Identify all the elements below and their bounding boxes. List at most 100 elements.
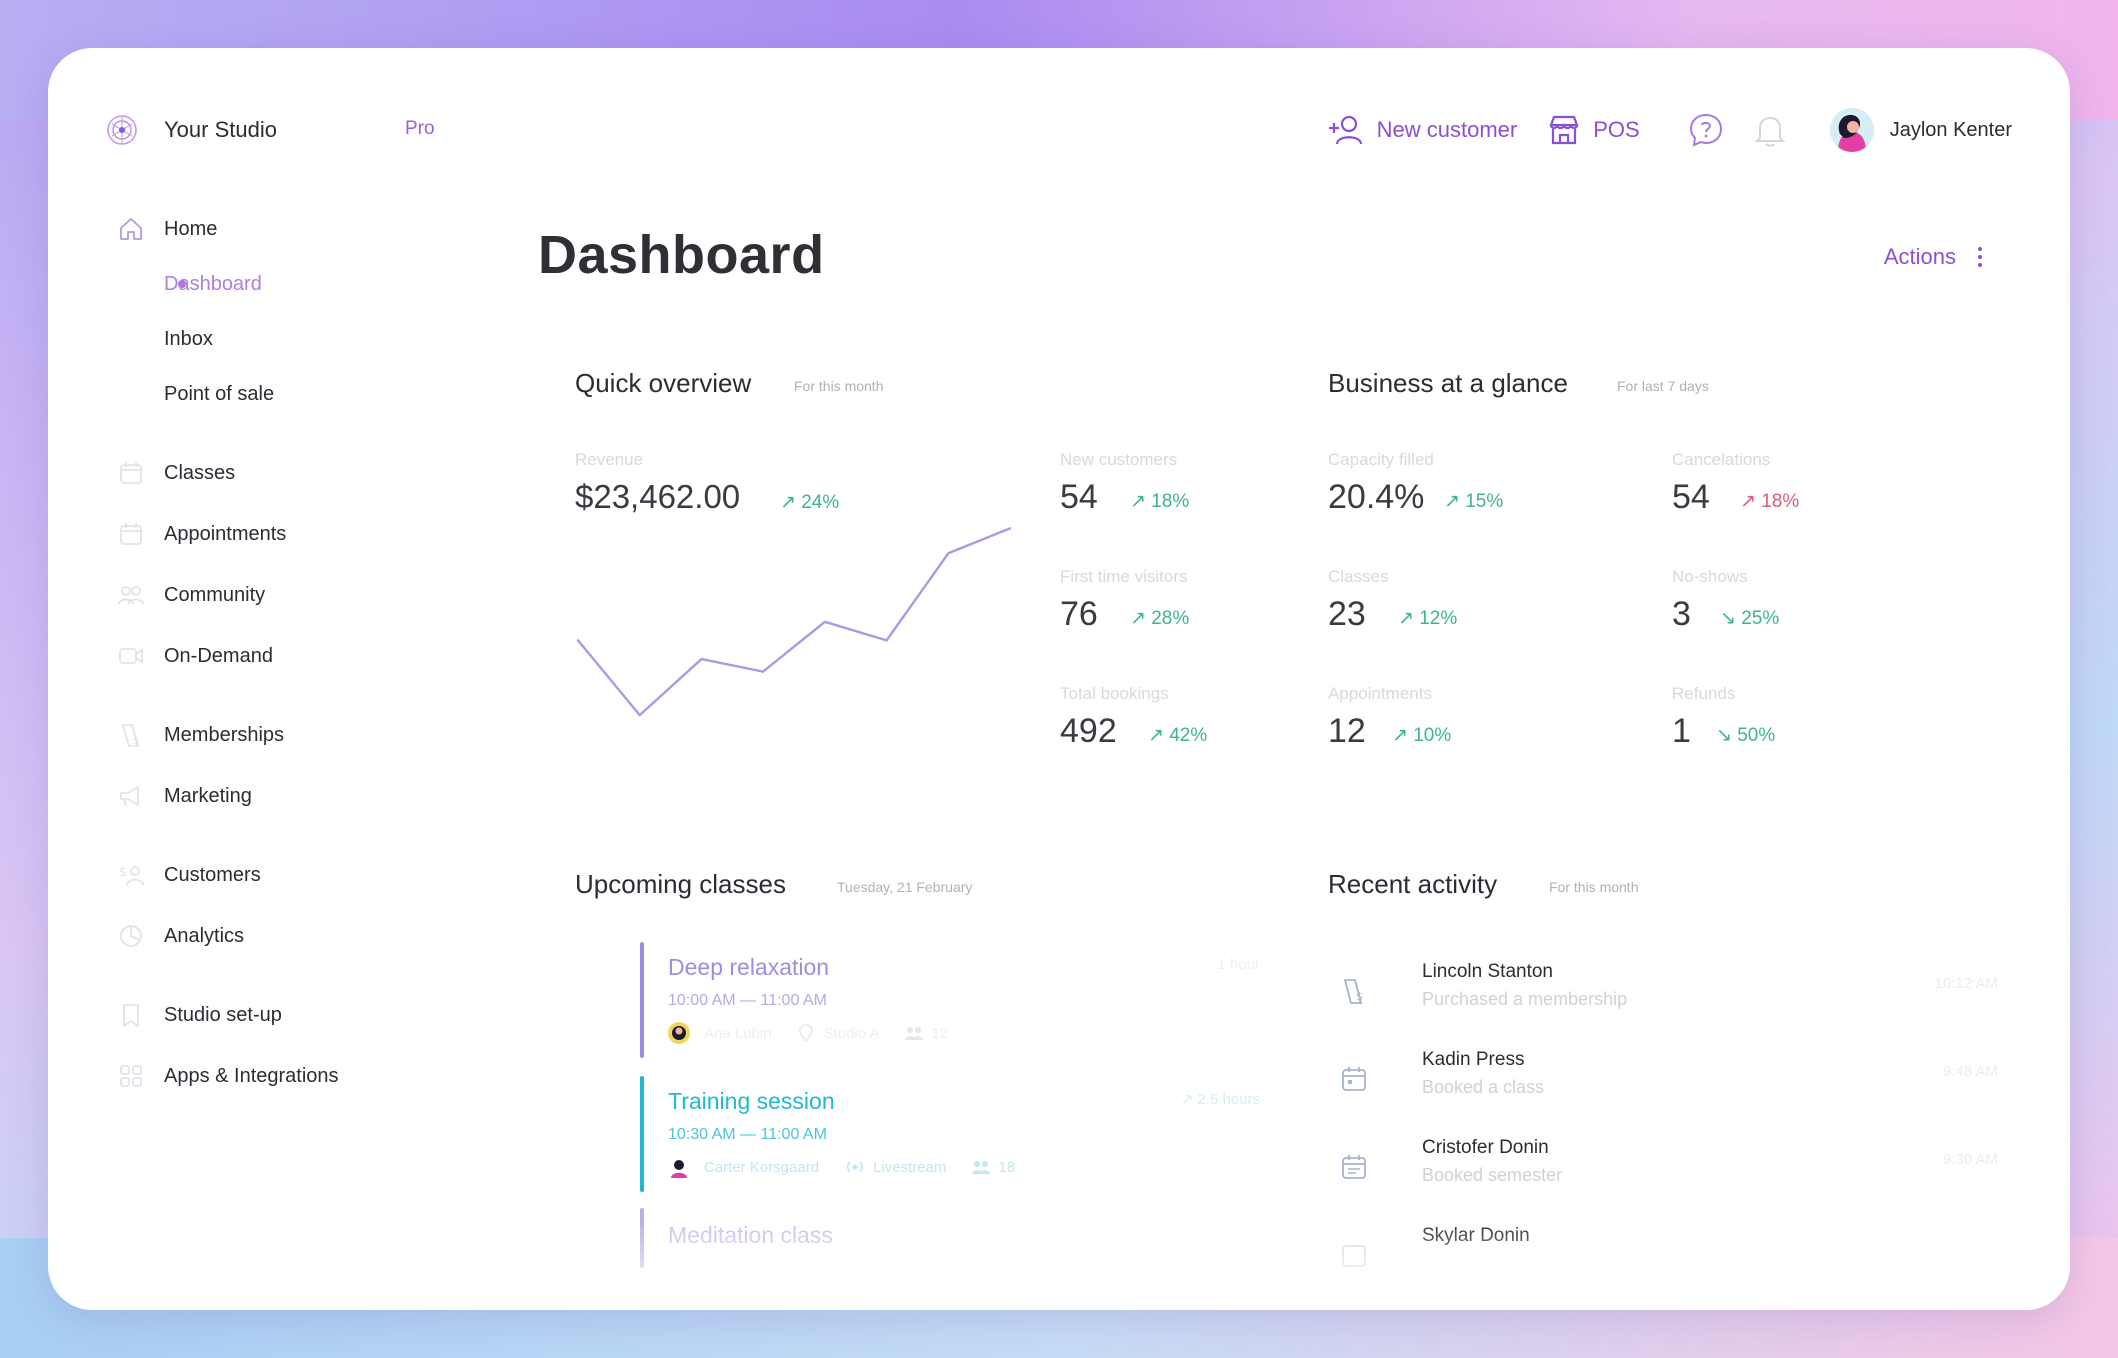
sidebar-item-label: On-Demand xyxy=(164,644,273,667)
activity-customer-name: Lincoln Stanton xyxy=(1422,961,1553,982)
notifications-button[interactable] xyxy=(1754,113,1786,147)
sidebar-item-classes[interactable]: Classes xyxy=(118,458,235,488)
class-meta: Ana Lubin Studio A 12 xyxy=(668,1022,948,1044)
class-color-bar xyxy=(640,942,644,1058)
brand[interactable]: Your Studio xyxy=(106,114,277,146)
sidebar-item-label: Analytics xyxy=(164,924,245,947)
sidebar-item-label: Inbox xyxy=(164,327,213,350)
home-icon xyxy=(118,216,144,242)
sidebar-item-dashboard[interactable]: Dashboard xyxy=(164,269,262,299)
sidebar-item-label: Dashboard xyxy=(164,272,262,295)
appointments-label: Appointments xyxy=(1328,684,1432,703)
help-button[interactable] xyxy=(1688,112,1724,148)
calendar-icon xyxy=(118,521,144,547)
quick-overview-subtitle: For this month xyxy=(794,378,884,394)
class-color-bar xyxy=(640,1076,644,1192)
sidebar-item-appointments[interactable]: Appointments xyxy=(118,519,286,549)
class-time: 10:30 AM — 11:00 AM xyxy=(668,1126,827,1143)
first-time-visitors-change: ↗ 28% xyxy=(1130,608,1190,629)
store-icon xyxy=(1550,115,1579,145)
total-bookings-value: 492 xyxy=(1060,712,1117,750)
pos-label: POS xyxy=(1593,117,1640,142)
first-time-visitors-value: 76 xyxy=(1060,595,1098,633)
new-customer-button[interactable]: New customer xyxy=(1327,114,1518,146)
sidebar-item-home[interactable]: Home xyxy=(118,214,217,244)
no-shows-label: No-shows xyxy=(1672,567,1748,586)
cancelations-change: ↗ 18% xyxy=(1740,491,1800,512)
classes-change: ↗ 12% xyxy=(1398,608,1458,629)
new-customers-value: 54 xyxy=(1060,478,1098,516)
instructor-name: Ana Lubin xyxy=(704,1024,772,1042)
avatar xyxy=(1829,108,1874,152)
sidebar-item-inbox[interactable]: Inbox xyxy=(164,324,213,354)
page-title: Dashboard xyxy=(538,225,825,285)
total-bookings-change: ↗ 42% xyxy=(1148,725,1208,746)
calendar-icon xyxy=(1338,1063,1370,1095)
no-shows-change: ↘ 25% xyxy=(1720,608,1780,629)
activity-item[interactable]: Kadin Press Booked a class 9:48 AM xyxy=(1338,1049,1998,1109)
sidebar-item-on-demand[interactable]: On-Demand xyxy=(118,641,273,671)
svg-text:$: $ xyxy=(119,865,127,879)
pos-button[interactable]: POS xyxy=(1547,113,1640,147)
calendar-icon xyxy=(1338,1151,1370,1183)
appointments-change: ↗ 10% xyxy=(1392,725,1452,746)
plan-badge: Pro xyxy=(405,118,435,139)
sidebar-item-point-of-sale[interactable]: Point of sale xyxy=(164,379,274,409)
business-glance-title: Business at a glance xyxy=(1328,368,1568,398)
svg-text:$: $ xyxy=(133,736,139,747)
bell-icon xyxy=(1754,116,1786,147)
actions-label: Actions xyxy=(1883,244,1956,269)
class-card-meditation-class[interactable]: Meditation class xyxy=(640,1208,1260,1268)
capacity-filled-label: Capacity filled xyxy=(1328,450,1434,469)
livestream-icon xyxy=(847,1161,864,1173)
activity-item[interactable]: Cristofer Donin Booked semester 9:30 AM xyxy=(1338,1137,1998,1197)
quick-overview-title: Quick overview xyxy=(575,368,752,398)
calendar-icon xyxy=(1338,1239,1370,1271)
total-bookings-label: Total bookings xyxy=(1060,684,1169,703)
cancelations-label: Cancelations xyxy=(1672,450,1771,469)
capacity: 18 xyxy=(972,1159,1015,1176)
sidebar-item-marketing[interactable]: Marketing xyxy=(118,781,252,811)
class-duration: ↗ 2.5 hours xyxy=(1180,1091,1260,1108)
active-indicator-dot xyxy=(178,280,186,288)
actions-menu[interactable]: Actions xyxy=(1884,244,1982,270)
activity-description: Booked a class xyxy=(1422,1077,1545,1097)
class-card-deep-relaxation[interactable]: Deep relaxation 10:00 AM — 11:00 AM 1 ho… xyxy=(640,942,1260,1058)
activity-item[interactable]: Skylar Donin xyxy=(1338,1225,1998,1285)
capacity-filled-value: 20.4% xyxy=(1328,478,1425,516)
activity-time: 9:48 AM xyxy=(1942,1063,1998,1080)
new-customer-label: New customer xyxy=(1376,117,1518,142)
instructor-avatar xyxy=(668,1022,690,1044)
sidebar-item-studio-set-up[interactable]: Studio set-up xyxy=(118,1000,282,1030)
app-window: Your Studio Pro New customer POS xyxy=(48,48,2070,1310)
sidebar-item-memberships[interactable]: $ Memberships xyxy=(118,720,284,750)
new-customers-change: ↗ 18% xyxy=(1130,491,1190,512)
people-icon xyxy=(118,582,144,608)
revenue-label: Revenue xyxy=(575,450,644,469)
business-glance-subtitle: For last 7 days xyxy=(1617,378,1709,394)
sidebar-item-apps-integrations[interactable]: Apps & Integrations xyxy=(118,1061,339,1091)
sidebar-item-label: Point of sale xyxy=(164,382,275,405)
people-icon xyxy=(905,1027,924,1040)
sidebar-item-community[interactable]: Community xyxy=(118,580,265,610)
refunds-label: Refunds xyxy=(1672,684,1736,703)
sidebar-item-customers[interactable]: $ Customers xyxy=(118,860,261,890)
activity-item[interactable]: $ Lincoln Stanton Purchased a membership… xyxy=(1338,961,1998,1021)
user-menu[interactable]: Jaylon Kenter xyxy=(1829,108,2012,152)
capacity: 12 xyxy=(905,1025,948,1042)
sidebar-item-label: Home xyxy=(164,217,218,240)
more-vertical-icon[interactable] xyxy=(1978,247,1982,267)
calendar-icon xyxy=(118,460,144,486)
sidebar-item-analytics[interactable]: Analytics xyxy=(118,921,244,951)
new-customers-label: New customers xyxy=(1060,450,1178,469)
people-icon xyxy=(972,1161,991,1174)
video-icon xyxy=(118,643,144,669)
apps-icon xyxy=(118,1063,144,1089)
revenue-value: $23,462.00 xyxy=(575,478,741,515)
user-name: Jaylon Kenter xyxy=(1889,118,2012,141)
no-shows-value: 3 xyxy=(1672,595,1691,633)
revenue-line-chart xyxy=(576,527,1012,717)
class-card-training-session[interactable]: Training session 10:30 AM — 11:00 AM ↗ 2… xyxy=(640,1076,1260,1192)
revenue-change: ↗ 24% xyxy=(780,492,840,513)
pie-chart-icon xyxy=(118,923,144,949)
